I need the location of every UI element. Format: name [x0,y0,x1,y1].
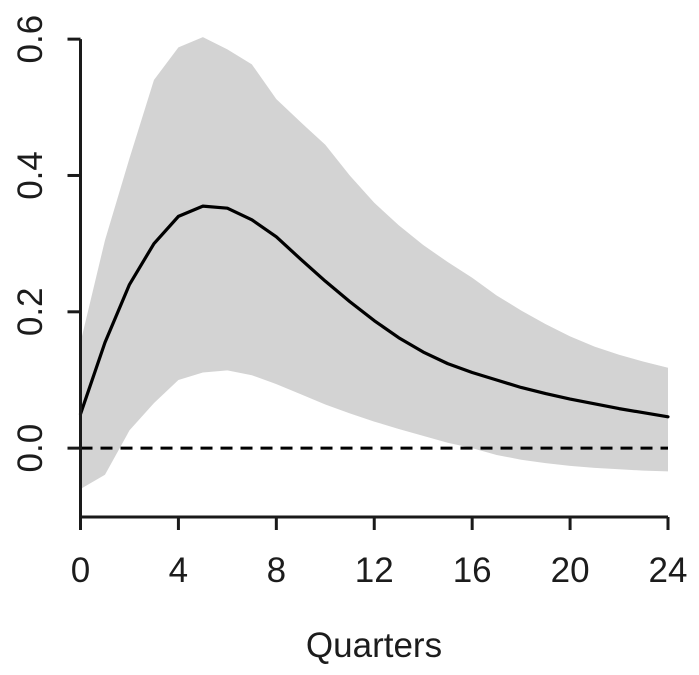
y-tick-label: 0.0 [11,424,50,473]
x-tick-label: 12 [355,551,394,590]
confidence-band-layer [80,37,668,490]
point-estimate-line [78,204,670,419]
axis-layer: 0.0 0.2 0.4 0.6 0 4 8 12 16 20 24 [11,15,687,590]
x-tick-label: 16 [453,551,492,590]
x-tick-label: 4 [169,551,188,590]
line-layer [78,204,670,450]
x-tick-label: 24 [649,551,688,590]
confidence-band [80,37,668,490]
x-axis-title: Quarters [306,626,442,665]
x-tick-label: 8 [267,551,286,590]
x-tick-label: 20 [551,551,590,590]
y-tick-label: 0.2 [11,287,50,336]
x-tick-label: 0 [71,551,90,590]
y-tick-label: 0.4 [11,151,50,200]
y-tick-label: 0.6 [11,15,50,64]
